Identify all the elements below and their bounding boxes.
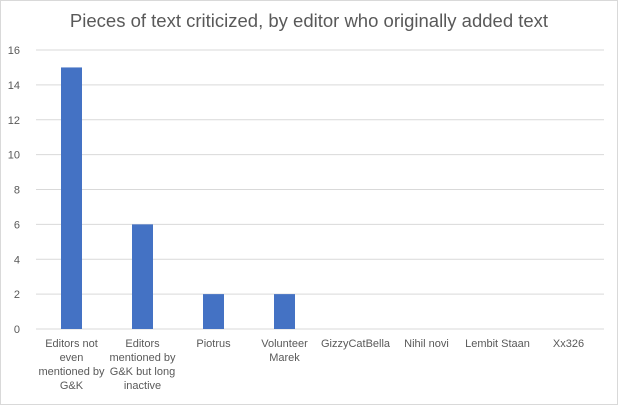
x-tick-label: Volunteer Marek	[261, 338, 308, 364]
x-tick-label: Lembit Staan	[465, 338, 530, 350]
y-tick-label: 12	[8, 115, 20, 127]
bars	[61, 67, 295, 329]
y-axis: 0 2 4 6 8 10 12 14 16	[8, 45, 20, 336]
x-tick-label: Nihil novi	[404, 338, 449, 350]
x-tick-label: GizzyCatBella	[321, 338, 391, 350]
x-tick-label: Editors mentioned by G&K but long inactive	[109, 338, 176, 392]
y-tick-label: 4	[14, 254, 20, 266]
y-tick-label: 14	[8, 80, 20, 92]
y-tick-label: 0	[14, 324, 20, 336]
bar	[61, 67, 82, 329]
y-tick-label: 8	[14, 185, 20, 197]
y-tick-label: 6	[14, 219, 20, 231]
chart-title: Pieces of text criticized, by editor who…	[69, 10, 549, 31]
bar	[203, 294, 224, 329]
y-tick-label: 16	[8, 45, 20, 57]
y-tick-label: 10	[8, 150, 20, 162]
bar	[274, 294, 295, 329]
bar	[132, 224, 153, 329]
x-tick-label: Editors not even mentioned by G&K	[38, 338, 105, 392]
y-tick-label: 2	[14, 289, 20, 301]
x-tick-label: Xx326	[553, 338, 584, 350]
gridlines	[36, 49, 604, 330]
x-tick-label: Piotrus	[196, 338, 231, 350]
